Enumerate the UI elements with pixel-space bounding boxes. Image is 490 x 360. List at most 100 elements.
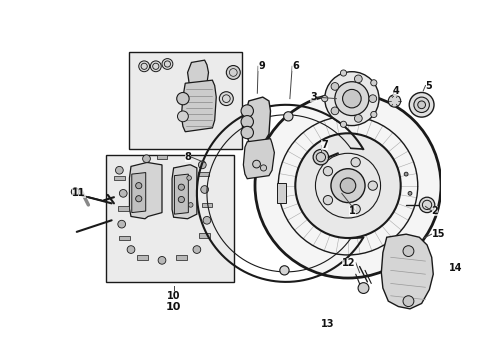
Circle shape <box>321 95 328 102</box>
Text: 12: 12 <box>342 258 356 267</box>
Circle shape <box>409 93 434 117</box>
Circle shape <box>127 246 135 253</box>
Text: 1: 1 <box>349 206 356 216</box>
Circle shape <box>323 195 333 205</box>
Circle shape <box>198 161 206 169</box>
Circle shape <box>369 95 377 103</box>
Circle shape <box>295 133 401 238</box>
Circle shape <box>187 176 192 180</box>
Circle shape <box>449 266 457 274</box>
Circle shape <box>241 105 253 117</box>
Bar <box>106 155 234 282</box>
Circle shape <box>241 116 253 128</box>
Circle shape <box>220 92 233 105</box>
Text: 10: 10 <box>166 302 181 311</box>
Bar <box>201 203 212 207</box>
Text: 14: 14 <box>449 263 462 273</box>
Circle shape <box>341 70 346 76</box>
Circle shape <box>120 189 127 197</box>
Circle shape <box>371 80 377 86</box>
Circle shape <box>331 107 339 115</box>
Bar <box>118 206 129 211</box>
Circle shape <box>260 165 267 171</box>
Bar <box>129 53 242 149</box>
Circle shape <box>143 155 150 163</box>
Circle shape <box>158 256 166 264</box>
Circle shape <box>354 114 362 122</box>
Text: 4: 4 <box>393 86 400 96</box>
Circle shape <box>177 111 188 122</box>
Circle shape <box>403 246 414 256</box>
Text: 2: 2 <box>432 206 439 216</box>
Circle shape <box>188 203 193 207</box>
Polygon shape <box>172 165 197 219</box>
Circle shape <box>340 178 356 193</box>
Circle shape <box>331 169 365 203</box>
Polygon shape <box>174 174 188 214</box>
Bar <box>277 183 286 203</box>
Circle shape <box>323 167 333 176</box>
Circle shape <box>358 283 369 293</box>
Polygon shape <box>245 97 270 145</box>
Polygon shape <box>129 163 162 219</box>
Bar <box>114 176 125 180</box>
Circle shape <box>404 172 408 176</box>
Circle shape <box>481 265 487 271</box>
Circle shape <box>414 97 429 112</box>
Polygon shape <box>188 60 209 86</box>
Circle shape <box>203 216 211 224</box>
Polygon shape <box>132 172 146 213</box>
Text: 8: 8 <box>185 152 192 162</box>
Bar <box>176 255 187 260</box>
Circle shape <box>193 246 201 253</box>
Circle shape <box>351 204 360 214</box>
Bar <box>197 172 209 176</box>
Circle shape <box>341 121 346 127</box>
Circle shape <box>325 72 379 126</box>
Circle shape <box>331 82 339 90</box>
Text: 5: 5 <box>425 81 432 91</box>
Circle shape <box>118 220 125 228</box>
Circle shape <box>408 192 412 195</box>
Circle shape <box>177 93 189 105</box>
Circle shape <box>354 75 362 83</box>
Circle shape <box>136 183 142 189</box>
Polygon shape <box>181 80 216 132</box>
Text: 6: 6 <box>292 61 299 71</box>
Bar <box>199 233 210 238</box>
Circle shape <box>178 184 184 190</box>
Text: 3: 3 <box>310 92 317 102</box>
Bar <box>120 236 130 240</box>
Circle shape <box>388 95 401 107</box>
Text: 13: 13 <box>320 319 334 329</box>
Circle shape <box>253 160 260 168</box>
Circle shape <box>241 126 253 139</box>
Circle shape <box>343 89 361 108</box>
Circle shape <box>313 149 329 165</box>
Circle shape <box>162 59 173 69</box>
Polygon shape <box>244 139 274 179</box>
Circle shape <box>335 82 369 116</box>
Circle shape <box>351 158 360 167</box>
Circle shape <box>280 266 289 275</box>
Circle shape <box>139 61 149 72</box>
Circle shape <box>284 112 293 121</box>
Circle shape <box>136 195 142 202</box>
Text: 15: 15 <box>432 229 445 239</box>
Text: 7: 7 <box>321 140 328 150</box>
Circle shape <box>371 111 377 118</box>
Circle shape <box>255 93 441 278</box>
Circle shape <box>72 188 79 195</box>
Text: 10: 10 <box>167 291 180 301</box>
Text: 9: 9 <box>258 61 265 71</box>
Circle shape <box>361 345 373 357</box>
Circle shape <box>178 197 184 203</box>
Circle shape <box>201 186 209 193</box>
Circle shape <box>368 181 377 190</box>
Circle shape <box>418 101 425 109</box>
Circle shape <box>403 296 414 306</box>
Circle shape <box>226 66 240 80</box>
Polygon shape <box>337 328 377 356</box>
Circle shape <box>419 197 435 213</box>
Polygon shape <box>381 234 433 309</box>
